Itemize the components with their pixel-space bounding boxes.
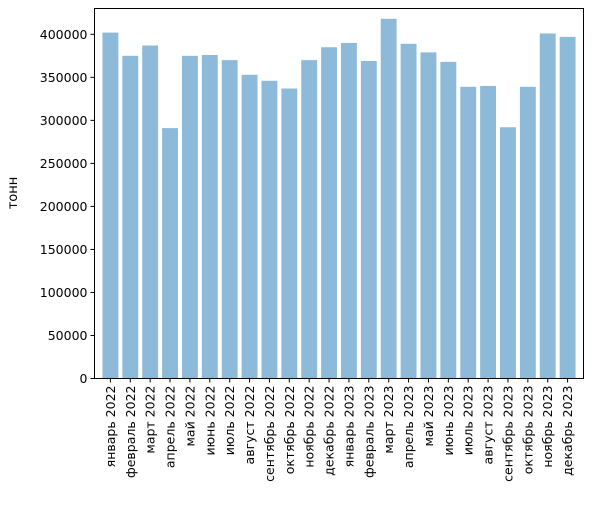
y-tick-label: 250000: [40, 156, 88, 171]
bar: [500, 127, 516, 379]
y-tick-label: 50000: [48, 328, 88, 343]
x-tick-label: март 2022: [143, 386, 158, 454]
x-tick-label: июнь 2023: [441, 386, 456, 456]
x-tick-label: июнь 2022: [202, 386, 217, 456]
x-tick-label: январь 2022: [103, 386, 118, 468]
bar: [519, 86, 536, 379]
y-axis-title: тонн: [6, 177, 21, 210]
y-tick-label: 300000: [40, 113, 88, 128]
x-tick-label: декабрь 2022: [322, 386, 337, 476]
bar: [261, 80, 278, 379]
x-tick-label: октябрь 2023: [520, 386, 535, 475]
bar: [539, 33, 556, 379]
plot-frame: [94, 8, 584, 379]
bar: [281, 88, 298, 379]
bar: [340, 42, 357, 379]
x-tick-label: апрель 2022: [163, 386, 178, 469]
y-tick-label: 100000: [40, 285, 88, 300]
x-tick-label: октябрь 2022: [282, 386, 297, 475]
x-tick-label: август 2022: [242, 386, 257, 465]
x-tick-label: сентябрь 2023: [500, 386, 515, 482]
bar: [162, 128, 178, 379]
bar: [400, 43, 417, 379]
x-tick-label: апрель 2023: [401, 386, 416, 469]
y-tick-label: 0: [80, 371, 88, 386]
x-tick-label: ноябрь 2023: [540, 386, 555, 468]
bar: [301, 60, 318, 379]
y-tick-label: 200000: [40, 199, 88, 214]
bar: [122, 55, 139, 379]
x-tick-label: июль 2022: [222, 386, 237, 456]
y-tick-label: 350000: [40, 70, 88, 85]
bar: [181, 55, 198, 379]
x-tick-label: август 2023: [481, 386, 496, 465]
bar: [559, 36, 576, 379]
x-axis: январь 2022 февраль 2022 март 2022 апрель 2…: [103, 378, 575, 482]
bar: [380, 18, 397, 379]
y-tick-label: 150000: [40, 242, 88, 257]
bars-group: [102, 18, 576, 379]
x-tick-label: июль 2023: [461, 386, 476, 456]
x-tick-label: февраль 2022: [123, 386, 138, 478]
bar: [221, 60, 238, 379]
y-tick-label: 400000: [40, 27, 88, 42]
x-tick-label: ноябрь 2022: [302, 386, 317, 468]
bar: [321, 47, 338, 379]
x-tick-label: сентябрь 2022: [262, 386, 277, 482]
bar: [142, 45, 159, 379]
x-tick-label: январь 2023: [341, 386, 356, 468]
x-tick-label: февраль 2023: [361, 386, 376, 478]
bar: [102, 32, 119, 379]
x-tick-label: май 2022: [182, 386, 197, 447]
x-tick-label: май 2023: [421, 386, 436, 447]
bar: [420, 52, 437, 379]
y-axis: 0 50000 100000 150000 200000 250000 300000 3500…: [40, 27, 95, 386]
bar: [201, 54, 218, 379]
bar: [460, 86, 477, 379]
bar: [360, 60, 377, 379]
x-tick-label: декабрь 2023: [560, 386, 575, 476]
x-tick-label: март 2023: [381, 386, 396, 454]
bar: [440, 61, 457, 379]
bar: [241, 74, 258, 379]
bar: [480, 85, 497, 379]
